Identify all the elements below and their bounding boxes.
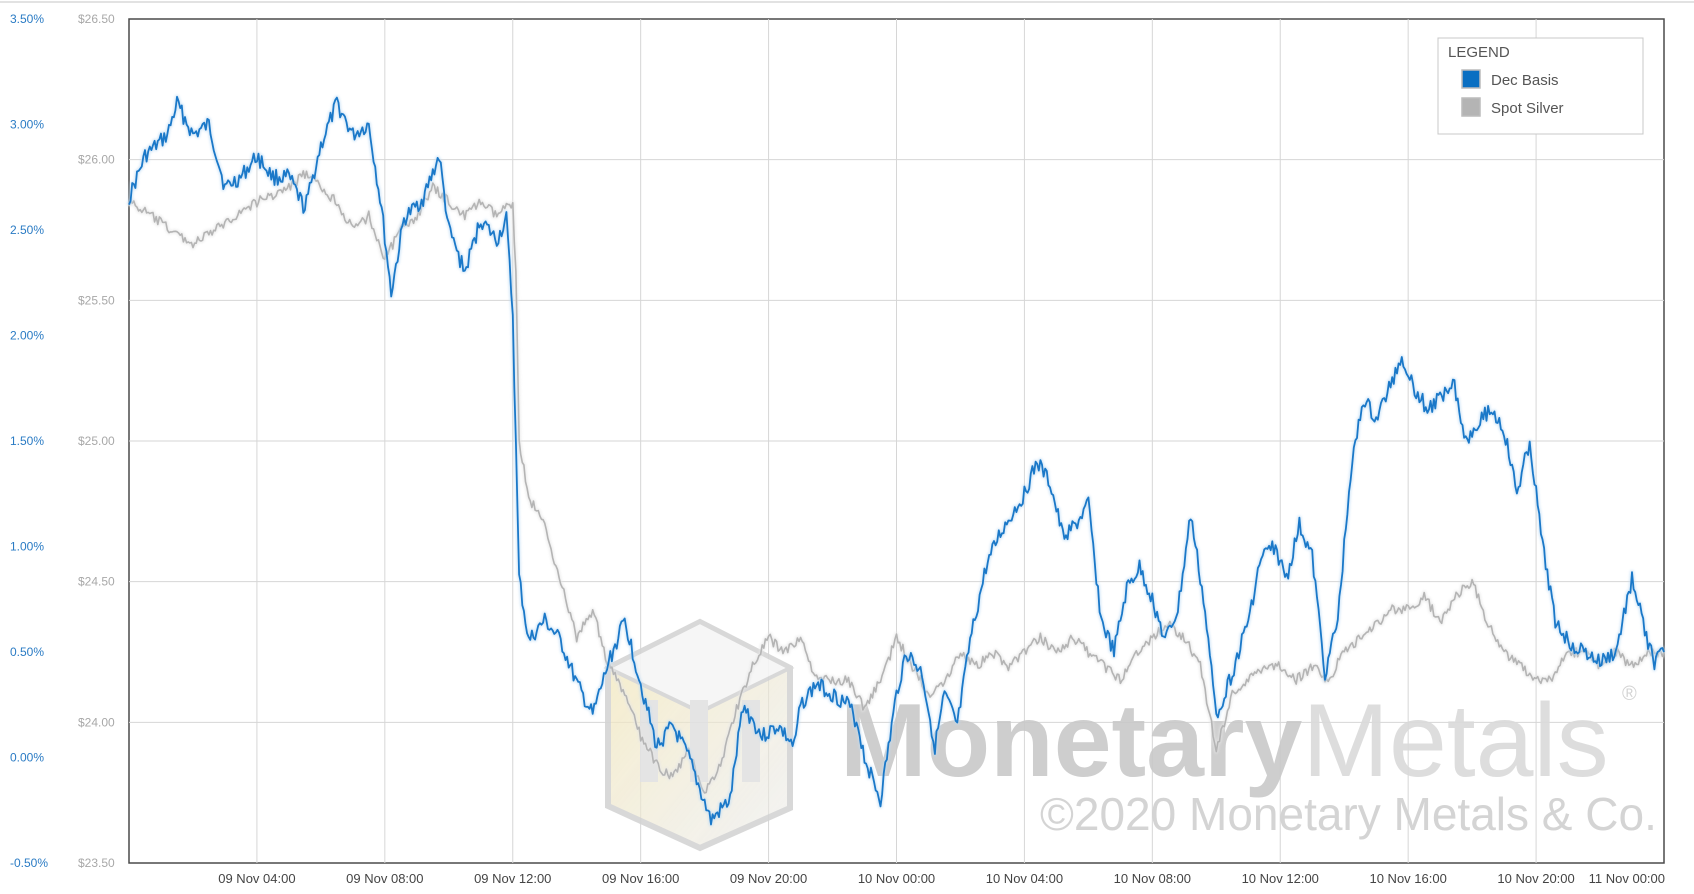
right-axis-tick-label: $26.00 xyxy=(78,153,115,167)
x-axis-tick-label: 09 Nov 12:00 xyxy=(474,871,551,886)
legend-item-dec-basis[interactable]: Dec Basis xyxy=(1461,69,1559,89)
x-axis-tick-label: 10 Nov 16:00 xyxy=(1369,871,1446,886)
x-axis-tick-label: 10 Nov 20:00 xyxy=(1497,871,1574,886)
legend-swatch-dec-basis xyxy=(1461,69,1481,89)
series-line-spot-silver xyxy=(128,170,1665,794)
left-axis-tick-label: 3.00% xyxy=(10,118,44,132)
watermark-copyright: ©2020 Monetary Metals & Co. xyxy=(1040,788,1657,840)
x-axis-tick-label: 10 Nov 00:00 xyxy=(858,871,935,886)
x-axis-tick-label: 10 Nov 08:00 xyxy=(1114,871,1191,886)
x-axis-tick-label: 09 Nov 20:00 xyxy=(730,871,807,886)
x-axis-tick-label: 09 Nov 16:00 xyxy=(602,871,679,886)
right-axis-tick-label: $23.50 xyxy=(78,856,115,870)
x-axis-tick-label: 11 Nov 00:00 xyxy=(1589,871,1665,886)
right-axis-ticks: $26.50 $26.00 $25.50 $25.00 $24.50 $24.00 $23.… xyxy=(78,12,115,870)
legend-label-dec-basis: Dec Basis xyxy=(1491,72,1559,89)
left-axis-tick-label: 2.50% xyxy=(10,223,44,237)
watermark-registered-mark: ® xyxy=(1622,683,1637,705)
watermark-brand-part1: Monetary xyxy=(840,683,1302,799)
right-axis-tick-label: $26.50 xyxy=(78,12,115,26)
left-axis-tick-label: 0.00% xyxy=(10,751,44,765)
right-axis-tick-label: $25.00 xyxy=(78,434,115,448)
right-axis-tick-label: $24.50 xyxy=(78,575,115,589)
left-axis-ticks: 3.50% 3.00% 2.50% 2.00% 1.50% 1.00% 0.50% 0.00%… xyxy=(10,12,48,870)
watermark-brand-part2: Metals xyxy=(1302,683,1608,799)
x-axis-tick-label: 09 Nov 04:00 xyxy=(218,871,295,886)
x-axis-tick-label: 10 Nov 12:00 xyxy=(1242,871,1319,886)
left-axis-tick-label: 0.50% xyxy=(10,645,44,659)
right-axis-tick-label: $25.50 xyxy=(78,293,115,307)
right-axis-tick-label: $24.00 xyxy=(78,715,115,729)
left-axis-tick-label: -0.50% xyxy=(10,856,48,870)
x-axis-tick-label: 10 Nov 04:00 xyxy=(986,871,1063,886)
series-layer xyxy=(127,94,1666,827)
x-axis-ticks: 09 Nov 04:00 09 Nov 08:00 09 Nov 12:00 09 N… xyxy=(218,871,1665,886)
legend: LEGEND Dec Basis Spot Silver xyxy=(1437,37,1644,135)
legend-item-spot-silver[interactable]: Spot Silver xyxy=(1461,97,1564,117)
grid-vertical xyxy=(256,19,1537,863)
left-axis-tick-label: 1.50% xyxy=(10,434,44,448)
legend-swatch-spot-silver xyxy=(1461,97,1481,117)
watermark: MonetaryMetals ® ©2020 Monetary Metals &… xyxy=(603,618,1657,852)
series-line-dec-basis xyxy=(128,95,1665,826)
left-axis-tick-label: 1.00% xyxy=(10,540,44,554)
left-axis-tick-label: 2.00% xyxy=(10,329,44,343)
legend-label-spot-silver: Spot Silver xyxy=(1491,100,1564,117)
x-axis-tick-label: 09 Nov 08:00 xyxy=(346,871,423,886)
left-axis-tick-label: 3.50% xyxy=(10,12,44,26)
legend-title: LEGEND xyxy=(1448,44,1510,61)
